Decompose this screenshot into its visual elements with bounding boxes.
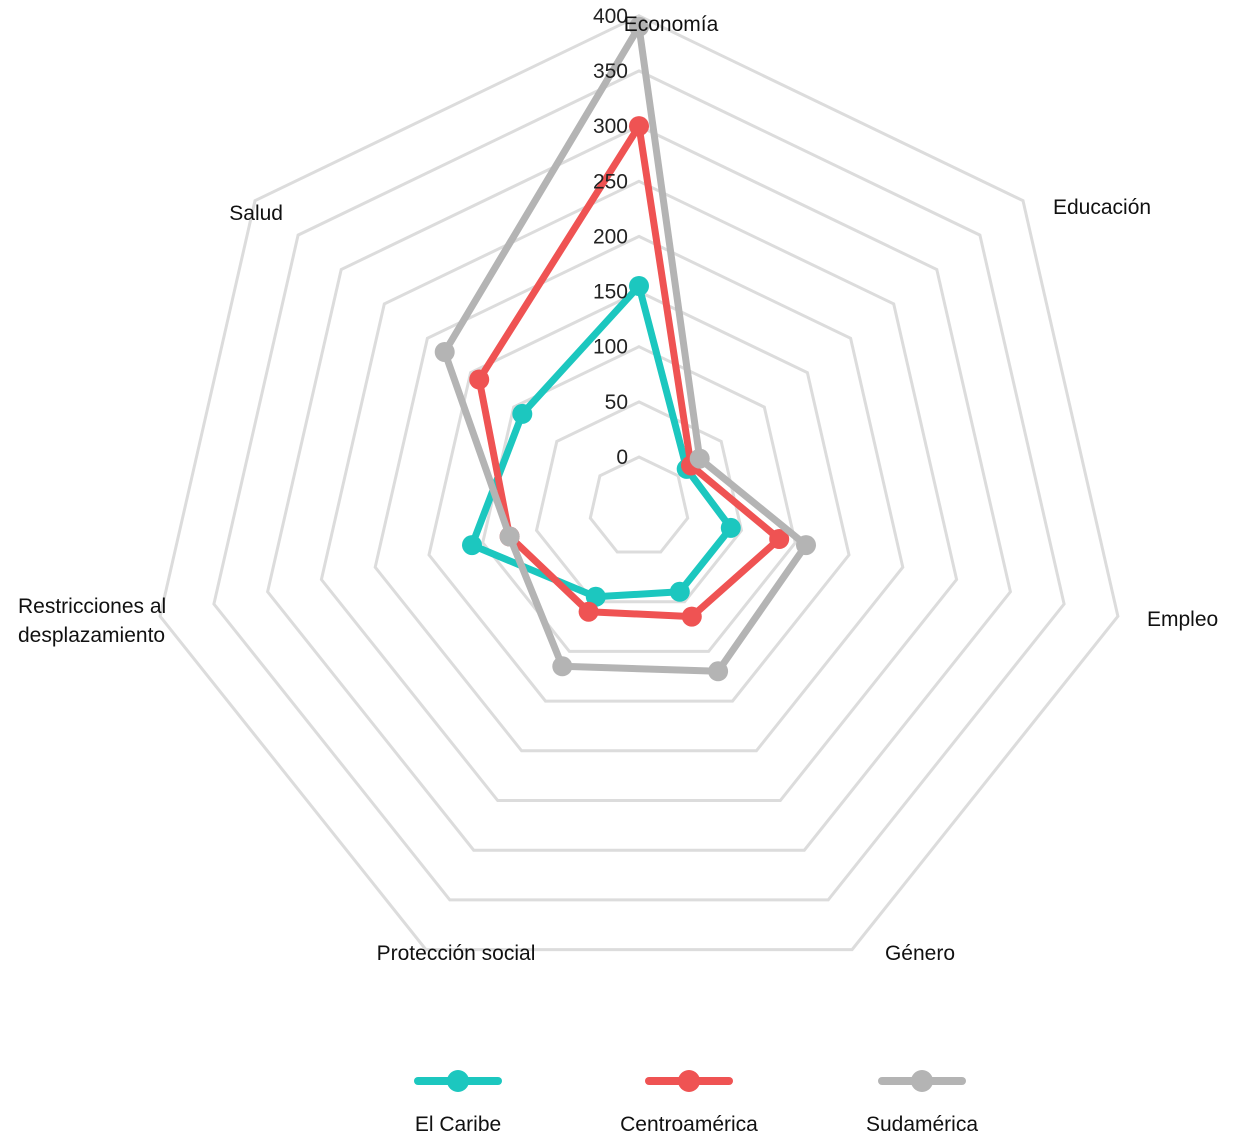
data-point [578,601,599,622]
legend-marker [911,1070,933,1092]
radial-ticks: 0 50 100 150 200 250 300 350 400 [593,5,628,469]
axis-label: Salud [229,202,283,225]
grid-ring [212,69,1066,902]
grid-ring [373,234,905,753]
tick-label: 350 [593,60,628,83]
tick-label: 250 [593,170,628,193]
axis-label: Protección social [377,942,536,965]
legend-item: Centroamérica [620,1070,758,1136]
tick-label: 400 [593,5,628,28]
series-line [475,122,783,621]
data-point [512,403,533,424]
series-layer [434,16,816,682]
legend-label: Centroamérica [620,1113,758,1136]
data-point [629,276,649,296]
grid-ring [265,124,1013,852]
axis-labels: Economía Educación Empleo Género Protección … [18,13,1218,965]
legend-item: El Caribe [414,1070,502,1136]
axis-label: Género [885,942,955,965]
grid-ring [481,345,797,653]
grid-ring [158,14,1120,952]
data-point [629,116,649,137]
grid-ring [588,455,690,554]
axis-label: Restricciones al desplazamiento [18,595,166,647]
data-point [769,529,790,549]
grid-ring [319,179,959,802]
axis-label: Educación [1053,196,1151,219]
data-point [434,342,455,362]
legend-label: El Caribe [415,1113,501,1136]
data-point [585,586,606,607]
series-0 [462,276,741,607]
series-line [468,282,735,601]
data-point [708,661,729,682]
axis-label: Economía [624,13,719,36]
data-point [469,369,490,390]
data-point [681,606,702,627]
data-point [499,526,520,547]
legend-label: Sudamérica [866,1113,978,1136]
axis-label: Empleo [1147,608,1218,631]
grid-rings [158,14,1120,952]
legend: El Caribe Centroamérica Sudamérica [414,1070,978,1136]
legend-marker [678,1070,700,1092]
legend-item: Sudamérica [866,1070,978,1136]
data-point [462,535,482,556]
legend-marker [447,1070,469,1092]
data-point [720,517,741,538]
tick-label: 300 [593,115,628,138]
data-point [669,581,690,602]
data-point [552,656,573,677]
series-line [441,23,810,675]
data-point [796,535,816,556]
tick-label: 50 [605,391,628,414]
tick-label: 150 [593,281,628,304]
series-2 [434,16,816,682]
grid-ring [534,400,744,604]
tick-label: 100 [593,336,628,359]
tick-label: 0 [616,446,628,469]
tick-label: 200 [593,225,628,248]
data-point [629,16,649,37]
data-point [689,448,710,469]
